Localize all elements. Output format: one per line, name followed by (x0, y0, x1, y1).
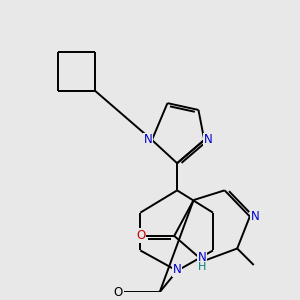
Text: N: N (197, 251, 206, 264)
Text: N: N (251, 210, 260, 223)
Text: H: H (198, 262, 206, 272)
Text: O: O (136, 230, 146, 242)
Text: N: N (204, 134, 212, 146)
Text: N: N (173, 263, 182, 276)
Text: O: O (113, 286, 123, 298)
Text: N: N (144, 134, 152, 146)
